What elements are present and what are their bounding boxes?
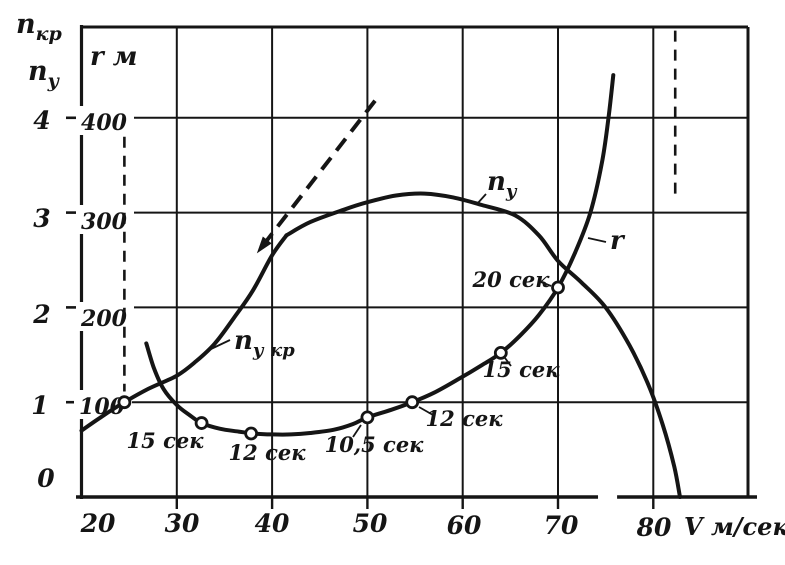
x-tick-label-60: 60	[447, 511, 482, 540]
x-tick-label-50: 50	[353, 509, 388, 538]
curve-label-turn_radius: r	[610, 226, 626, 256]
curve-n_y_available	[284, 191, 682, 499]
r-tick-label-bg	[76, 106, 134, 135]
marker-label-6: 20 сек	[472, 267, 551, 292]
x-tick-label-30: 30	[165, 509, 200, 538]
x-tick-label-80: 80	[636, 513, 672, 542]
marker-circle-0	[117, 395, 132, 410]
x-tick-label-20: 20	[80, 509, 116, 538]
curve-n_y_critical	[79, 233, 289, 433]
r-scale-title: r м	[90, 42, 137, 72]
n-tick-label-0: 0	[37, 464, 55, 493]
marker-label-leader-3	[352, 424, 362, 438]
marker-circle-3	[360, 410, 375, 425]
marker-label-3: 10,5 сек	[325, 432, 425, 457]
curve-label-n_y_critical: nу кр	[234, 326, 295, 361]
x-tick-label-70: 70	[544, 511, 579, 540]
curve-label-leader-turn_radius	[587, 237, 607, 243]
marker-circle-4	[405, 395, 420, 410]
curve-label-n_y_available: nу	[487, 167, 518, 202]
x-axis-unit-label: V м/сек	[684, 512, 785, 541]
x-tick-label-40: 40	[255, 509, 290, 538]
curve-label-leader-n_y_available	[476, 193, 487, 205]
n-tick-label-1: 1	[31, 391, 48, 420]
marker-circle-2	[244, 426, 259, 441]
marker-label-4: 12 сек	[426, 406, 504, 431]
marker-label-leader-6	[540, 281, 552, 287]
r-tick-label-200: 200	[80, 306, 128, 332]
n-tick-label-3: 3	[33, 204, 50, 233]
marker-circle-1	[194, 416, 209, 430]
marker-label-5: 15 сек	[483, 357, 561, 382]
marker-circle-6	[551, 280, 565, 295]
arrow-head-icon	[256, 236, 272, 254]
n-tick-label-4: 4	[33, 106, 50, 135]
marker-label-leader-5	[504, 357, 512, 367]
dashed-arrow-line	[263, 99, 377, 244]
n-tick-label-2: 2	[32, 300, 50, 329]
marker-label-2: 12 сек	[229, 440, 307, 465]
y-axis-title-n-kr: nкр	[16, 9, 62, 45]
curve-label-leader-n_y_critical	[210, 339, 231, 350]
r-tick-label-300: 300	[81, 209, 128, 235]
r-tick-label-400: 400	[81, 110, 128, 136]
marker-label-leader-4	[418, 406, 434, 416]
marker-circle-5	[493, 346, 508, 360]
marker-label-1: 15 сек	[127, 428, 205, 453]
y-axis-title-n-u: nу	[28, 56, 61, 92]
